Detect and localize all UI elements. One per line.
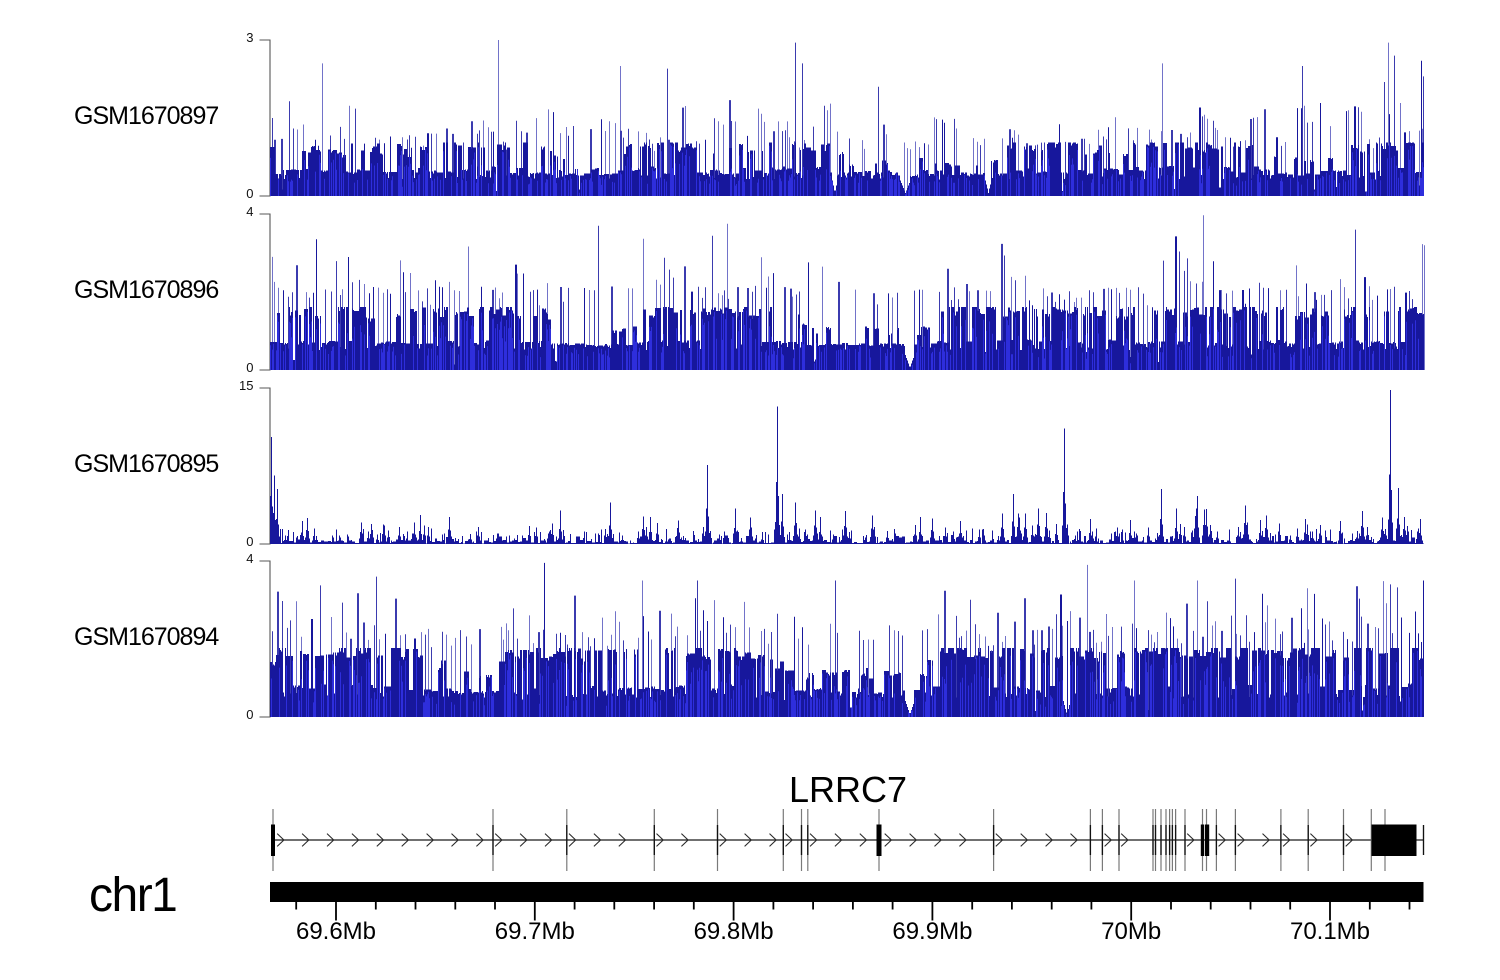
svg-text:GSM1670894: GSM1670894 xyxy=(74,623,219,651)
svg-text:69.7Mb: 69.7Mb xyxy=(495,918,575,945)
svg-text:69.8Mb: 69.8Mb xyxy=(694,918,774,945)
svg-text:GSM1670895: GSM1670895 xyxy=(74,450,218,478)
svg-text:GSM1670897: GSM1670897 xyxy=(74,102,218,130)
svg-text:3: 3 xyxy=(246,30,253,45)
svg-text:69.6Mb: 69.6Mb xyxy=(296,918,376,945)
svg-text:0: 0 xyxy=(246,186,253,201)
svg-text:LRRC7: LRRC7 xyxy=(789,769,907,810)
svg-text:70.1Mb: 70.1Mb xyxy=(1290,918,1370,945)
svg-text:4: 4 xyxy=(246,204,253,219)
svg-text:70Mb: 70Mb xyxy=(1101,918,1161,945)
svg-text:GSM1670896: GSM1670896 xyxy=(74,276,218,304)
svg-text:69.9Mb: 69.9Mb xyxy=(892,918,972,945)
svg-text:15: 15 xyxy=(239,378,253,393)
svg-text:0: 0 xyxy=(246,534,253,549)
svg-text:chr1: chr1 xyxy=(89,869,176,922)
svg-text:0: 0 xyxy=(246,707,253,722)
svg-text:0: 0 xyxy=(246,360,253,375)
svg-text:4: 4 xyxy=(246,551,253,566)
